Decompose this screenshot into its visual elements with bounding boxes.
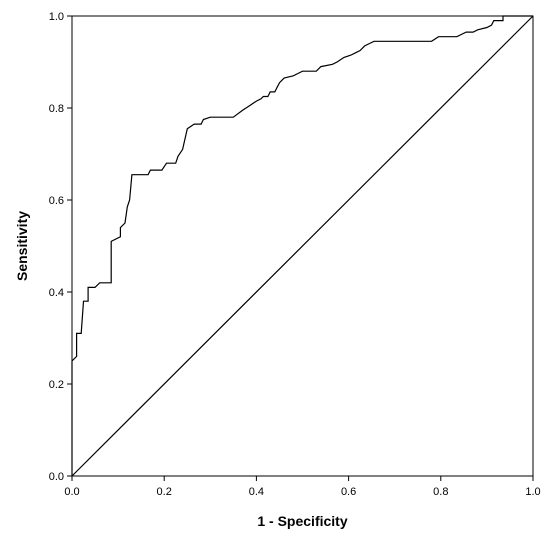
y-tick-label: 0.8 [49,103,64,115]
x-axis-title: 1 - Specificity [257,513,347,529]
lines-layer [71,15,534,477]
roc-curve-line [71,15,533,476]
x-tick-label: 0.0 [64,486,79,498]
plot-frame [71,15,534,477]
ticks-layer: 0.0 0.2 0.4 0.6 0.8 1.0 0.0 0.2 0.4 0.6 0.8 1.0 [49,11,541,498]
y-tick-label: 0.0 [49,471,64,483]
y-tick-label: 1.0 [49,11,64,23]
y-tick-label: 0.6 [49,195,64,207]
x-tick-label: 0.8 [433,486,448,498]
y-tick-label: 0.2 [49,379,64,391]
x-tick-label: 0.4 [249,486,264,498]
x-tick-label: 0.6 [341,486,356,498]
y-tick-label: 0.4 [49,287,64,299]
reference-diagonal-line [71,15,534,477]
y-axis-title: Sensitivity [14,211,30,281]
x-tick-label: 0.2 [157,486,172,498]
x-tick-label: 1.0 [525,486,540,498]
